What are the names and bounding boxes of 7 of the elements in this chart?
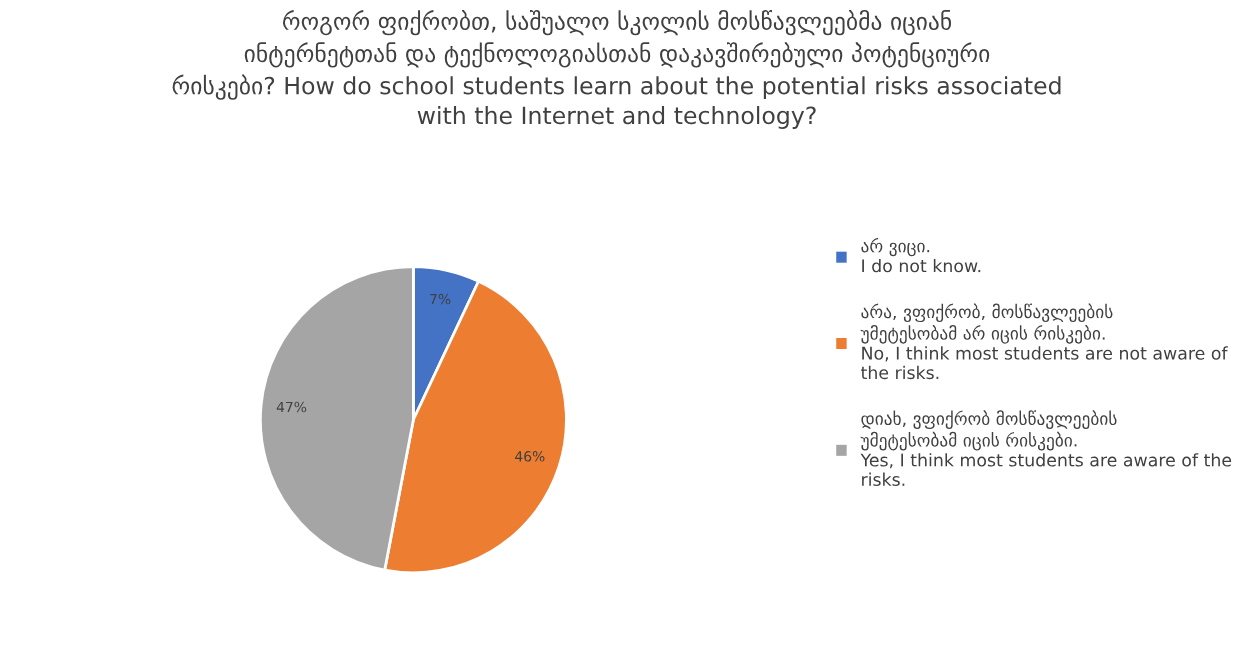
legend-label: არ ვიცი. I do not know. <box>861 237 981 273</box>
chart-title: როგორ ფიქრობთ, საშუალო სკოლის მოსწავლეებმა იციან ინტერნეტთან და ტექნოლოგიასთან დაკავშირებული პოტენციური რისკები? How do school students learn about the potential risks associated with the Internet and technology? <box>172 9 1061 129</box>
data-label: 7% <box>430 293 451 305</box>
data-label: 47% <box>276 401 307 413</box>
data-label: 46% <box>515 451 545 462</box>
legend-label: დიახ, ვფიქრობ მოსწავლეების უმეტესობამ იცის რისკები. Yes, I think most students are aware of the risks. <box>860 410 1232 487</box>
legend-label: არა, ვფიქრობ, მოსწავლეების უმეტესობამ არ იცის რისკები. No, I think most students are not aware of the risks. <box>860 303 1228 380</box>
